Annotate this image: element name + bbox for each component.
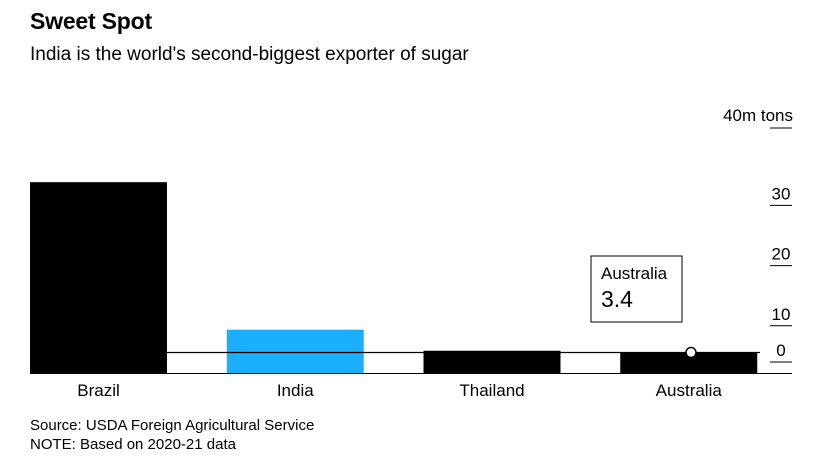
annotation-box: [590, 255, 683, 323]
y-tick-label: 20: [772, 245, 791, 264]
source-note: Source: USDA Foreign Agricultural Servic…: [30, 417, 315, 434]
bar-india: [226, 329, 364, 373]
bar-thailand: [423, 350, 561, 373]
chart-title: Sweet Spot: [30, 8, 152, 34]
y-unit-label: 40m tons: [723, 106, 793, 125]
x-tick-label: India: [277, 381, 314, 400]
annotation-value: 3.4: [601, 286, 633, 312]
chart-subtitle: India is the world's second-biggest expo…: [30, 44, 469, 65]
y-tick-label: 30: [772, 184, 791, 203]
annotation-marker: [685, 346, 697, 359]
x-tick-label: Australia: [656, 381, 723, 400]
bar-brazil: [30, 182, 167, 373]
chart-footer: Source: USDA Foreign Agricultural Servic…: [30, 416, 314, 454]
bar-australia: [620, 352, 758, 373]
y-tick-label: 10: [772, 305, 791, 324]
x-tick-label: Brazil: [77, 381, 120, 400]
y-tick-label: 0: [776, 341, 785, 360]
data-note: NOTE: Based on 2020-21 data: [30, 436, 236, 453]
x-tick-label: Thailand: [459, 381, 524, 400]
annotation-label: Australia: [601, 264, 668, 283]
